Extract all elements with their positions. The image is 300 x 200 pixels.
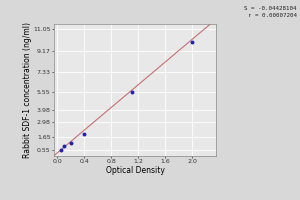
Point [62, 145, 67, 148]
Text: S = -0.04428104
r = 0.00007204: S = -0.04428104 r = 0.00007204 [244, 6, 297, 18]
Point [68, 142, 73, 145]
Y-axis label: Rabbit SDF-1 concentration (ng/ml): Rabbit SDF-1 concentration (ng/ml) [22, 22, 32, 158]
Point [82, 132, 87, 135]
X-axis label: Optical Density: Optical Density [106, 166, 164, 175]
Point [190, 41, 195, 44]
Point [58, 148, 63, 151]
Point [129, 91, 134, 94]
